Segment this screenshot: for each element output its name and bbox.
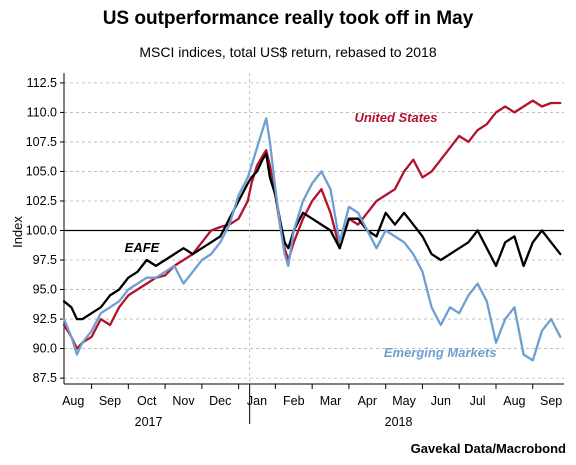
series-annotations: United States EAFE Emerging Markets xyxy=(125,110,497,360)
y-tick-label: 95.0 xyxy=(33,283,57,297)
y-tick-label: 105.0 xyxy=(26,164,57,178)
x-tick-label: Dec xyxy=(209,394,231,408)
year-label: 2017 xyxy=(135,415,163,429)
x-axis-ticks: Aug Sep Oct Nov Dec Jan Feb Mar Apr May Jun Jul Aug S… xyxy=(62,384,562,429)
y-tick-label: 87.5 xyxy=(33,371,57,385)
x-tick-label: Feb xyxy=(283,394,305,408)
series-line-united-states xyxy=(62,99,562,350)
y-axis-ticks: 87.5 90.0 92.5 95.0 97.5 100.0 102.5 105.0 107.5… xyxy=(26,76,64,385)
x-tick-label: Aug xyxy=(503,394,525,408)
series-line-emerging-markets xyxy=(62,117,562,362)
y-tick-label: 110.0 xyxy=(27,105,57,119)
x-tick-label: Jun xyxy=(431,394,451,408)
y-tick-label: 100.0 xyxy=(26,224,57,238)
chart-title: US outperformance really took off in May xyxy=(102,8,474,29)
y-axis-label: Index xyxy=(10,216,25,248)
chart-subtitle: MSCI indices, total US$ return, rebased … xyxy=(139,44,437,60)
series-lines xyxy=(62,99,562,362)
x-tick-label: Apr xyxy=(358,394,377,408)
x-tick-label: Mar xyxy=(320,394,342,408)
x-tick-label: Jan xyxy=(247,394,267,408)
series-line-eafe xyxy=(62,152,562,321)
y-tick-label: 97.5 xyxy=(33,253,57,267)
y-tick-label: 102.5 xyxy=(26,194,57,208)
annotation-eafe: EAFE xyxy=(125,240,160,255)
source-credit: Gavekal Data/Macrobond xyxy=(410,441,566,456)
x-tick-label: Aug xyxy=(62,394,84,408)
x-tick-label: Jul xyxy=(470,394,486,408)
annotation-us: United States xyxy=(354,110,437,125)
x-tick-label: Nov xyxy=(172,394,195,408)
x-tick-label: Sep xyxy=(99,394,121,408)
year-label: 2018 xyxy=(385,415,413,429)
y-tick-label: 112.5 xyxy=(27,76,57,90)
x-tick-label: May xyxy=(392,394,416,408)
x-tick-label: Oct xyxy=(137,394,157,408)
y-tick-label: 107.5 xyxy=(26,135,57,149)
y-tick-label: 90.0 xyxy=(33,342,57,356)
x-tick-label: Sep xyxy=(540,394,562,408)
annotation-em: Emerging Markets xyxy=(384,345,497,360)
y-tick-label: 92.5 xyxy=(33,312,57,326)
